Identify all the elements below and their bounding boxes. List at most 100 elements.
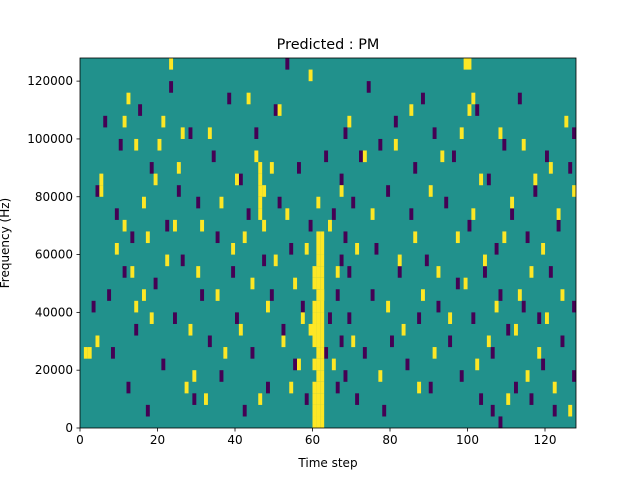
x-tick-label: 60 <box>305 433 320 447</box>
heatmap-cell-low <box>343 231 348 244</box>
heatmap-cell-low <box>180 254 185 267</box>
heatmap-cell-low <box>250 347 255 359</box>
heatmap-cell-high <box>320 289 325 301</box>
heatmap-cell-high <box>529 266 534 278</box>
heatmap-cell-low <box>421 92 425 105</box>
heatmap-cell-high <box>552 381 557 394</box>
heatmap-cell-high <box>254 150 259 163</box>
heatmap-cell-high <box>130 266 135 278</box>
heatmap-cell-high <box>180 127 185 139</box>
heatmap-cell-high <box>316 404 321 417</box>
heatmap-cell-low <box>231 266 236 278</box>
heatmap-cell-low <box>436 300 441 313</box>
heatmap-cell-high <box>393 138 398 151</box>
y-tick-label: 100000 <box>27 132 73 146</box>
heatmap-cell-high <box>126 92 131 105</box>
heatmap-cell-high <box>312 416 317 429</box>
y-tick-label: 80000 <box>35 190 73 204</box>
heatmap-cell-low <box>254 127 259 139</box>
heatmap-cell-high <box>223 347 228 359</box>
heatmap-cell-high <box>320 381 325 394</box>
heatmap-cell-high <box>467 104 472 116</box>
chart-title: Predicted : PM <box>277 37 380 53</box>
heatmap-cell-low <box>510 208 515 220</box>
heatmap-cell-low <box>490 347 495 359</box>
heatmap-cell-low <box>138 104 143 116</box>
heatmap-cell-low <box>483 266 487 278</box>
heatmap-cell-high <box>196 266 201 278</box>
x-axis: 0 20 40 60 80 100 120 <box>76 428 556 447</box>
heatmap-cell-low <box>417 312 422 324</box>
heatmap-cell-high <box>266 300 270 313</box>
heatmap-cell-low <box>161 358 166 371</box>
heatmap-cell-high <box>142 196 146 209</box>
heatmap-cell-high <box>455 231 460 244</box>
x-tick-label: 80 <box>382 433 397 447</box>
heatmap-cell-low <box>498 289 503 301</box>
heatmap-cell-low <box>475 104 480 116</box>
heatmap-cell-low <box>359 150 363 163</box>
heatmap-cell-high <box>312 312 317 324</box>
heatmap-cell-low <box>277 196 282 209</box>
heatmap-cell-high <box>347 115 352 128</box>
heatmap-cell-low <box>572 300 577 313</box>
heatmap-cell-high <box>463 58 468 70</box>
heatmap-cell-low <box>235 312 239 324</box>
x-tick-label: 120 <box>534 433 557 447</box>
heatmap-cell-low <box>572 370 577 382</box>
heatmap-cell-high <box>320 254 325 267</box>
heatmap-cell-high <box>448 312 453 324</box>
heatmap-cell-high <box>432 347 437 359</box>
heatmap-cell-high <box>176 162 181 174</box>
heatmap-cell-high <box>312 323 317 336</box>
heatmap-cell-high <box>192 370 197 382</box>
x-axis-label: Time step <box>297 456 357 470</box>
heatmap-cell-low <box>552 404 557 417</box>
x-tick-label: 0 <box>76 433 84 447</box>
heatmap-cell-high <box>320 393 325 405</box>
heatmap-cell-low <box>165 219 170 232</box>
heatmap-cell-low <box>382 404 387 417</box>
heatmap-cell-low <box>514 381 518 394</box>
plot-area <box>80 58 577 429</box>
heatmap-cell-low <box>173 312 177 324</box>
heatmap-cell-high <box>246 92 251 105</box>
heatmap-cell-high <box>320 323 325 336</box>
heatmap-cell-low <box>238 173 243 186</box>
heatmap-cell-high <box>87 347 92 359</box>
heatmap-cell-low <box>529 393 534 405</box>
heatmap-cell-high <box>169 58 174 70</box>
heatmap-cell-low <box>196 196 201 209</box>
heatmap-cell-high <box>316 393 321 405</box>
heatmap-cell-high <box>134 300 139 313</box>
heatmap-cell-low <box>269 289 274 301</box>
heatmap-cell-high <box>335 266 340 278</box>
heatmap-cell-low <box>215 231 220 244</box>
heatmap-cell-low <box>95 185 100 197</box>
heatmap-cell-high <box>517 289 522 301</box>
heatmap-cell-high <box>316 416 321 429</box>
heatmap-cell-high <box>548 162 553 174</box>
heatmap-cell-low <box>572 127 577 139</box>
heatmap-cell-low <box>370 289 375 301</box>
heatmap-cell-low <box>176 185 181 197</box>
heatmap-cell-high <box>258 162 263 174</box>
heatmap-cell-high <box>320 277 325 290</box>
heatmap-cell-high <box>328 219 332 232</box>
heatmap-cell-high <box>165 254 170 267</box>
heatmap-cell-low <box>366 81 371 93</box>
heatmap-cell-high <box>277 104 282 116</box>
heatmap-cell-low <box>525 231 530 244</box>
heatmap-cell-high <box>316 277 321 290</box>
heatmap-cell-low <box>533 185 538 197</box>
heatmap-cell-high <box>219 196 224 209</box>
heatmap-cell-low <box>548 266 553 278</box>
heatmap-cell-high <box>362 150 367 163</box>
heatmap-cell-high <box>258 393 263 405</box>
heatmap-cell-high <box>537 347 542 359</box>
heatmap-cell-low <box>126 381 131 394</box>
heatmap-cell-high <box>421 289 425 301</box>
heatmap-cell-high <box>471 92 476 105</box>
heatmap-cell-high <box>572 185 577 197</box>
heatmap-cell-high <box>502 231 507 244</box>
